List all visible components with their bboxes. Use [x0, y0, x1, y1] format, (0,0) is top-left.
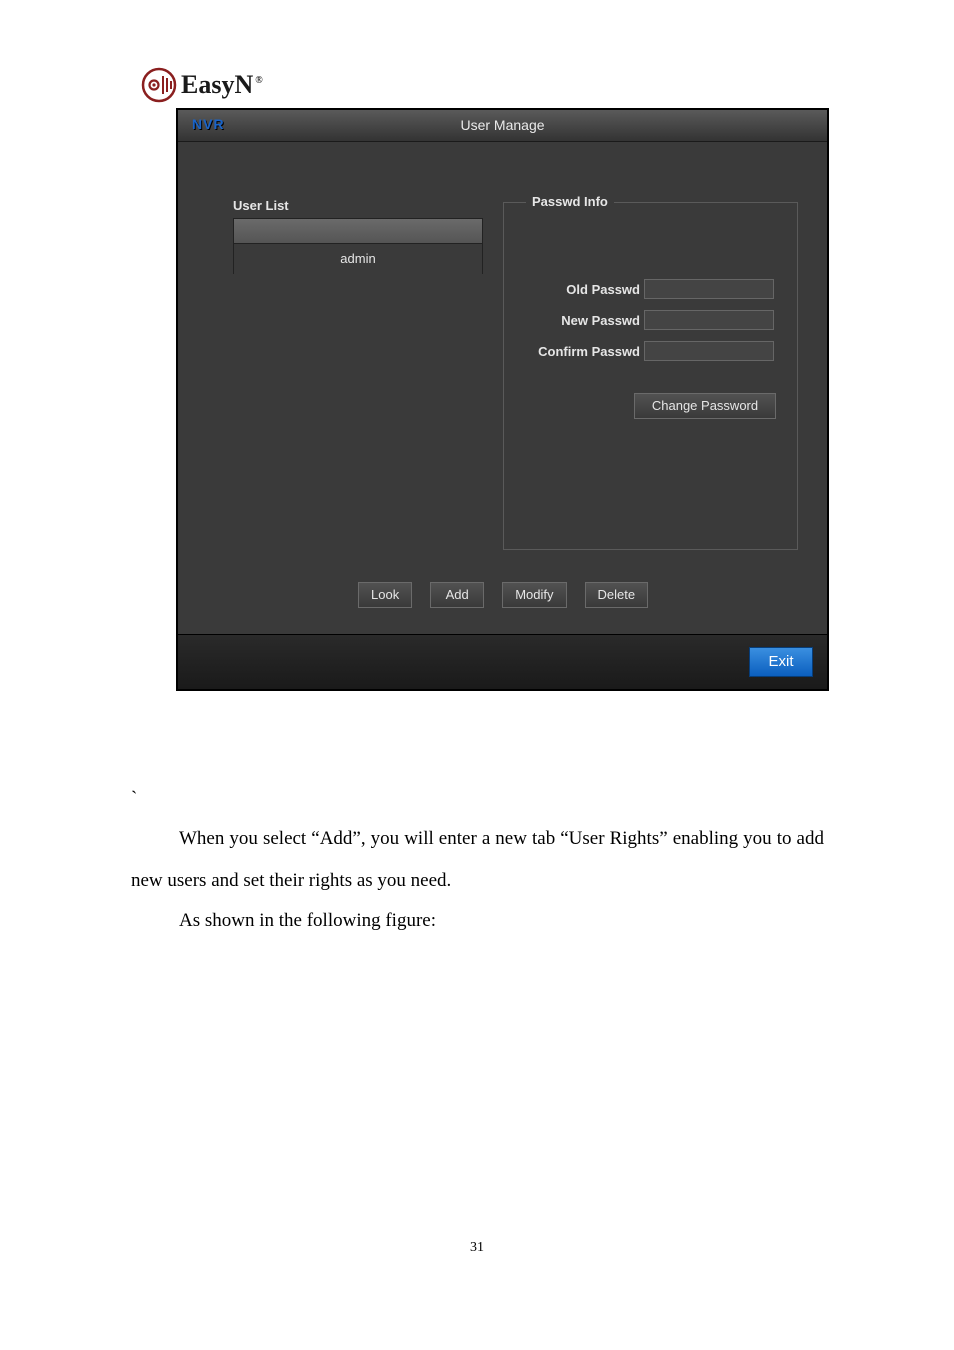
action-button-row: Look Add Modify Delete [358, 582, 648, 608]
new-passwd-row: New Passwd [504, 310, 797, 330]
paragraph-2: As shown in the following figure: [131, 900, 824, 942]
old-passwd-label: Old Passwd [504, 282, 644, 297]
modify-button[interactable]: Modify [502, 582, 566, 608]
change-password-button[interactable]: Change Password [634, 393, 776, 419]
stray-backtick: ` [131, 778, 824, 820]
list-item[interactable]: admin [233, 244, 483, 274]
registered-icon: ® [255, 75, 262, 86]
logo-icon [141, 67, 177, 103]
passwd-info-legend: Passwd Info [526, 194, 614, 209]
confirm-passwd-row: Confirm Passwd [504, 341, 797, 361]
old-passwd-input[interactable] [644, 279, 774, 299]
page: EasyN® NVR User Manage User List admin P… [0, 0, 954, 1350]
paragraph-1: When you select “Add”, you will enter a … [131, 818, 824, 902]
window-title: User Manage [178, 117, 827, 133]
confirm-passwd-label: Confirm Passwd [504, 344, 644, 359]
brand-logo: EasyN® [141, 67, 263, 103]
delete-button[interactable]: Delete [585, 582, 649, 608]
old-passwd-row: Old Passwd [504, 279, 797, 299]
user-list[interactable]: admin [233, 218, 483, 550]
confirm-passwd-input[interactable] [644, 341, 774, 361]
new-passwd-label: New Passwd [504, 313, 644, 328]
user-list-header [233, 218, 483, 244]
user-list-label: User List [233, 198, 289, 213]
page-number: 31 [0, 1240, 954, 1256]
user-manage-window: NVR User Manage User List admin Passwd I… [176, 108, 829, 691]
passwd-info-fieldset: Passwd Info Old Passwd New Passwd Confir… [503, 202, 798, 550]
add-button[interactable]: Add [430, 582, 484, 608]
footer-bar: Exit [178, 634, 827, 689]
window-body: User List admin Passwd Info Old Passwd N… [178, 142, 827, 637]
exit-button[interactable]: Exit [749, 647, 813, 677]
logo-name: EasyN [181, 70, 253, 99]
look-button[interactable]: Look [358, 582, 412, 608]
new-passwd-input[interactable] [644, 310, 774, 330]
titlebar: NVR User Manage [178, 110, 827, 142]
logo-text: EasyN® [181, 70, 263, 100]
